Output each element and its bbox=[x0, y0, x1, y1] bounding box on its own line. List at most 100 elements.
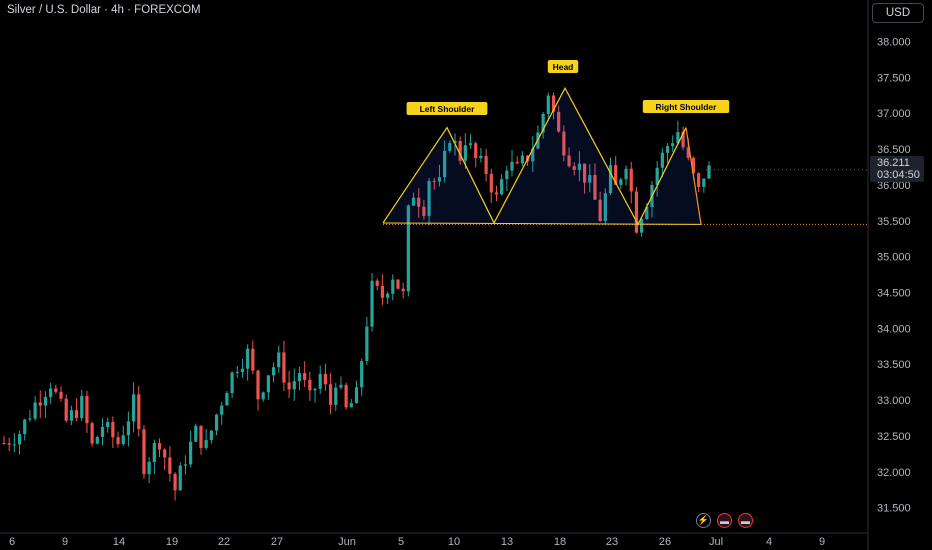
candle-body bbox=[199, 425, 203, 448]
candle-body bbox=[194, 425, 198, 442]
candle-body bbox=[386, 293, 390, 298]
candle-body bbox=[2, 443, 6, 445]
head-label-bg bbox=[547, 60, 579, 73]
current-price-badge: 36.211 03:04:50 bbox=[870, 156, 924, 182]
candle-body bbox=[49, 388, 53, 397]
candle-body bbox=[463, 145, 467, 161]
candle-body bbox=[655, 167, 659, 185]
x-tick-label: 4 bbox=[766, 536, 772, 548]
candle-body bbox=[505, 170, 509, 180]
candle-body bbox=[500, 179, 504, 195]
x-tick-label: 5 bbox=[398, 536, 404, 548]
candle-body bbox=[608, 165, 613, 194]
x-tick-label: 19 bbox=[166, 536, 178, 548]
x-tick-label: 9 bbox=[62, 536, 68, 548]
candle-body bbox=[204, 440, 208, 448]
candle-body bbox=[173, 473, 177, 491]
candle-body bbox=[313, 388, 317, 391]
candle-body bbox=[437, 177, 442, 182]
candle-body bbox=[562, 131, 566, 156]
candle-body bbox=[557, 111, 561, 132]
candle-body bbox=[396, 279, 400, 289]
candle-body bbox=[111, 422, 115, 438]
candle-body bbox=[479, 155, 483, 159]
candle-body bbox=[74, 410, 79, 419]
candle-body bbox=[251, 348, 255, 371]
x-tick-label: Jun bbox=[338, 536, 356, 548]
candle-body bbox=[297, 373, 302, 382]
us-flag-icon[interactable]: ▬ bbox=[717, 513, 732, 528]
right-shoulder-label: Right Shoulder bbox=[656, 102, 718, 112]
candle-body bbox=[33, 402, 37, 419]
candle-body bbox=[334, 387, 338, 405]
candle-body bbox=[448, 143, 452, 151]
candle-body bbox=[152, 443, 156, 462]
left-shoulder-label: Left Shoulder bbox=[420, 104, 475, 114]
y-tick-label: 32.000 bbox=[877, 467, 911, 479]
candle-body bbox=[422, 206, 426, 216]
y-tick-label: 36.000 bbox=[877, 180, 911, 192]
current-price-value: 36.211 bbox=[877, 157, 910, 169]
candle-body bbox=[619, 179, 623, 185]
bar-countdown: 03:04:50 bbox=[877, 169, 920, 181]
x-tick-label: 9 bbox=[819, 536, 825, 548]
candle-body bbox=[572, 166, 576, 170]
candle-body bbox=[432, 180, 436, 182]
candle-body bbox=[660, 152, 664, 168]
candle-body bbox=[645, 207, 649, 219]
candle-body bbox=[95, 436, 99, 444]
candle-body bbox=[484, 155, 488, 174]
candle-body bbox=[468, 143, 473, 146]
us-flag-icon[interactable]: ▬ bbox=[738, 513, 753, 528]
candle-body bbox=[614, 165, 618, 185]
lightning-icon[interactable]: ⚡ bbox=[696, 513, 711, 528]
candle-body bbox=[59, 391, 63, 399]
candle-body bbox=[308, 379, 312, 391]
candle-body bbox=[634, 191, 639, 233]
candle-body bbox=[328, 384, 333, 405]
candle-body bbox=[318, 373, 322, 389]
candle-body bbox=[147, 461, 151, 475]
candle-body bbox=[69, 410, 73, 421]
left-shoulder-label-bg bbox=[406, 102, 488, 115]
candle-body bbox=[240, 368, 245, 373]
candle-body bbox=[375, 280, 379, 286]
candle-body bbox=[406, 205, 410, 292]
candle-body bbox=[691, 157, 696, 174]
pattern-base bbox=[382, 222, 702, 225]
candle-body bbox=[178, 465, 182, 491]
x-tick-label: 22 bbox=[218, 536, 230, 548]
candle-body bbox=[261, 392, 265, 400]
y-tick-label: 34.000 bbox=[877, 323, 911, 335]
y-tick-label: 32.500 bbox=[877, 431, 911, 443]
candle-body bbox=[214, 414, 219, 431]
candle-body bbox=[157, 443, 162, 450]
candle-body bbox=[577, 163, 582, 170]
head-shoulders-line[interactable] bbox=[382, 86, 687, 226]
candle-body bbox=[598, 199, 602, 222]
currency-button[interactable]: USD bbox=[872, 3, 924, 23]
candle-body bbox=[256, 370, 260, 400]
candle-body bbox=[17, 434, 22, 445]
candle-body bbox=[686, 147, 690, 158]
candle-body bbox=[116, 437, 120, 445]
candle-body bbox=[458, 141, 462, 161]
candle-body bbox=[183, 464, 188, 466]
candle-body bbox=[64, 398, 68, 421]
y-tick-label: 36.500 bbox=[877, 144, 911, 156]
symbol-title[interactable]: Silver / U.S. Dollar · 4h · FOREXCOM bbox=[7, 4, 201, 16]
right-shoulder-drop-line bbox=[685, 127, 702, 225]
candle-body bbox=[271, 367, 276, 376]
candle-body bbox=[277, 352, 281, 368]
candle-body bbox=[354, 387, 359, 404]
x-tick-label: 10 bbox=[448, 536, 460, 548]
candle-body bbox=[417, 197, 421, 207]
candle-body bbox=[90, 423, 94, 444]
candle-body bbox=[510, 161, 514, 171]
candle-body bbox=[391, 279, 395, 294]
y-tick-label: 34.500 bbox=[877, 288, 911, 300]
candle-body bbox=[360, 361, 364, 388]
candle-body bbox=[588, 175, 592, 183]
